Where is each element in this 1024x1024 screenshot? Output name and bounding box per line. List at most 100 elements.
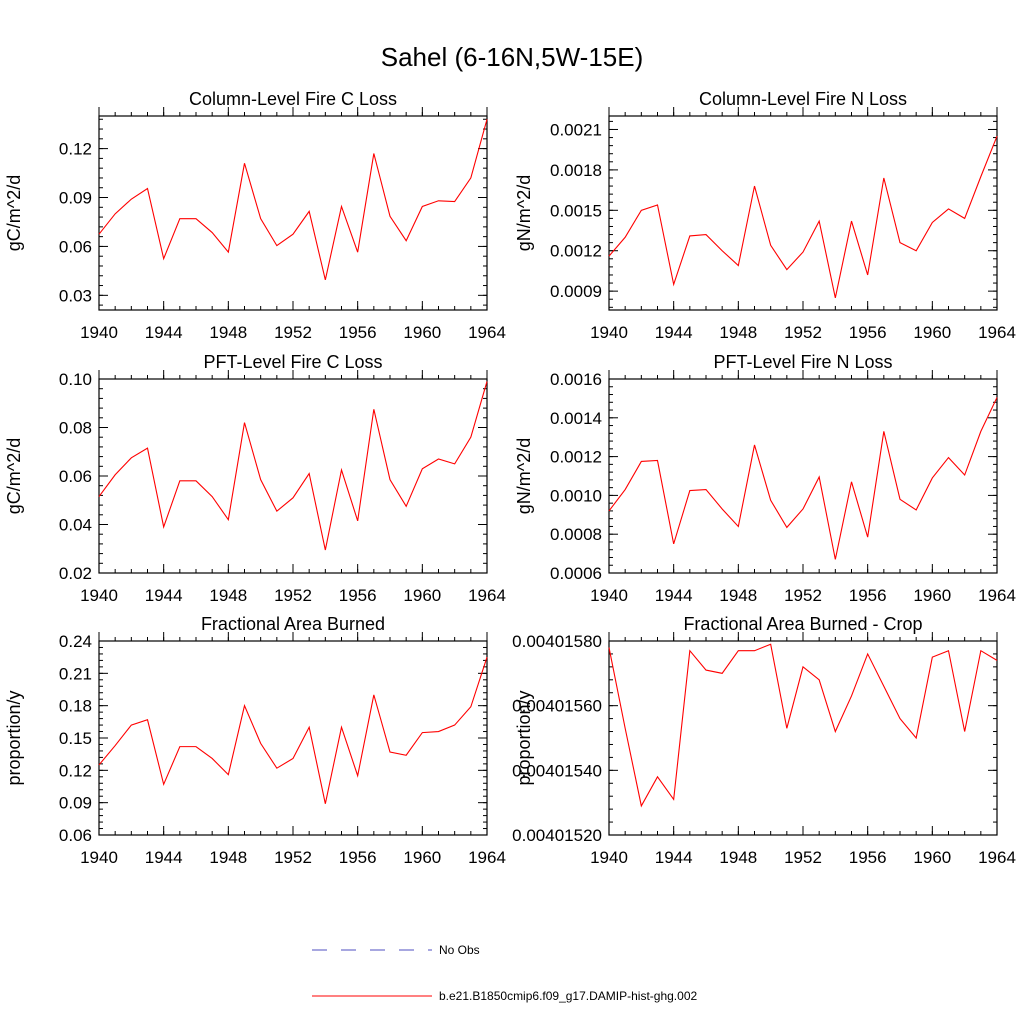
chart-panel-5: Fractional Area Burned proportion/y 1940 19… — [4, 614, 506, 867]
x-tick-label: 1960 — [913, 586, 951, 605]
plot-frame — [608, 378, 998, 574]
x-tick-label: 1948 — [209, 323, 247, 342]
series-line — [608, 397, 998, 560]
y-tick-label: 0.10 — [59, 370, 92, 389]
panel-title: PFT-Level Fire C Loss — [203, 352, 382, 372]
y-axis-label: gC/m^2/d — [4, 175, 24, 251]
x-tick-label: 1952 — [784, 586, 822, 605]
x-tick-label: 1948 — [719, 323, 757, 342]
x-tick-label: 1944 — [655, 323, 693, 342]
plot-frame — [98, 115, 488, 311]
chart-panel-6: Fractional Area Burned - Crop proportion/… — [512, 614, 1016, 867]
x-tick-label: 1940 — [590, 586, 628, 605]
y-tick-label: 0.0006 — [550, 564, 602, 583]
x-tick-label: 1952 — [784, 323, 822, 342]
x-tick-label: 1964 — [468, 586, 506, 605]
y-tick-label: 0.0018 — [550, 161, 602, 180]
x-tick-label: 1948 — [209, 586, 247, 605]
y-tick-label: 0.12 — [59, 140, 92, 159]
y-tick-label: 0.24 — [59, 632, 92, 651]
y-tick-label: 0.0008 — [550, 525, 602, 544]
y-tick-label: 0.15 — [59, 729, 92, 748]
x-tick-label: 1952 — [274, 323, 312, 342]
y-tick-label: 0.09 — [59, 189, 92, 208]
series-line — [608, 643, 998, 808]
y-tick-label: 0.0010 — [550, 486, 602, 505]
x-tick-label: 1960 — [403, 848, 441, 867]
legend: No Obs b.e21.B1850cmip6.f09_g17.DAMIP-hi… — [312, 943, 697, 1003]
plot-frame — [608, 115, 998, 311]
x-tick-label: 1952 — [274, 586, 312, 605]
x-tick-label: 1944 — [145, 848, 183, 867]
y-tick-label: 0.03 — [59, 286, 92, 305]
y-axis-label: gN/m^2/d — [514, 438, 534, 514]
y-tick-label: 0.0009 — [550, 282, 602, 301]
x-tick-label: 1960 — [403, 586, 441, 605]
y-tick-label: 0.21 — [59, 664, 92, 683]
legend-label-series: b.e21.B1850cmip6.f09_g17.DAMIP-hist-ghg.… — [439, 989, 697, 1003]
x-tick-label: 1964 — [468, 848, 506, 867]
x-tick-label: 1948 — [719, 848, 757, 867]
y-tick-label: 0.06 — [59, 826, 92, 845]
panel-title: Fractional Area Burned — [201, 614, 385, 634]
y-tick-label: 0.09 — [59, 794, 92, 813]
x-tick-label: 1960 — [403, 323, 441, 342]
x-tick-label: 1944 — [145, 323, 183, 342]
y-tick-label: 0.04 — [59, 516, 92, 535]
x-tick-label: 1964 — [978, 848, 1016, 867]
y-tick-label: 0.06 — [59, 237, 92, 256]
y-tick-label: 0.0015 — [550, 201, 602, 220]
x-tick-label: 1960 — [913, 323, 951, 342]
y-axis-label: gC/m^2/d — [4, 438, 24, 514]
y-tick-label: 0.12 — [59, 761, 92, 780]
series-line — [608, 136, 998, 298]
series-line — [98, 119, 488, 280]
chart-panel-2: Column-Level Fire N Loss gN/m^2/d 1940 1944… — [514, 89, 1016, 342]
main-title: Sahel (6-16N,5W-15E) — [381, 42, 644, 72]
y-axis-label: proportion/y — [4, 690, 24, 785]
y-tick-label: 0.0012 — [550, 242, 602, 261]
chart-panel-4: PFT-Level Fire N Loss gN/m^2/d 1940 1944 194… — [514, 352, 1016, 605]
x-tick-label: 1952 — [274, 848, 312, 867]
y-tick-label: 0.0012 — [550, 448, 602, 467]
x-tick-label: 1940 — [590, 848, 628, 867]
x-tick-label: 1940 — [80, 848, 118, 867]
x-tick-label: 1944 — [655, 848, 693, 867]
chart-panel-3: PFT-Level Fire C Loss gC/m^2/d 1940 1944 194… — [4, 352, 506, 605]
y-axis-label: proportion/y — [514, 690, 534, 785]
plot-frame — [608, 640, 998, 836]
y-axis-label: gN/m^2/d — [514, 175, 534, 251]
panel-title: Fractional Area Burned - Crop — [683, 614, 922, 634]
series-line — [98, 656, 488, 804]
series-line — [98, 381, 488, 551]
x-tick-label: 1948 — [719, 586, 757, 605]
y-tick-label: 0.0014 — [550, 409, 602, 428]
y-tick-label: 0.02 — [59, 564, 92, 583]
plot-frame — [98, 378, 488, 574]
x-tick-label: 1944 — [145, 586, 183, 605]
y-tick-label: 0.00401580 — [512, 632, 602, 651]
x-tick-label: 1944 — [655, 586, 693, 605]
x-tick-label: 1940 — [590, 323, 628, 342]
legend-label-no-obs: No Obs — [439, 943, 480, 957]
x-tick-label: 1940 — [80, 323, 118, 342]
x-tick-label: 1964 — [978, 586, 1016, 605]
plot-frame — [98, 640, 488, 836]
x-tick-label: 1956 — [339, 586, 377, 605]
x-tick-label: 1960 — [913, 848, 951, 867]
y-tick-label: 0.00401520 — [512, 826, 602, 845]
panel-title: PFT-Level Fire N Loss — [713, 352, 892, 372]
panel-title: Column-Level Fire C Loss — [189, 89, 397, 109]
x-tick-label: 1956 — [339, 848, 377, 867]
y-tick-label: 0.06 — [59, 467, 92, 486]
y-tick-label: 0.18 — [59, 697, 92, 716]
y-tick-label: 0.0021 — [550, 120, 602, 139]
panel-title: Column-Level Fire N Loss — [699, 89, 907, 109]
x-tick-label: 1956 — [849, 323, 887, 342]
x-tick-label: 1956 — [339, 323, 377, 342]
y-tick-label: 0.00401560 — [512, 697, 602, 716]
x-tick-label: 1964 — [978, 323, 1016, 342]
chart-panels: Column-Level Fire C Loss gC/m^2/d 1940 1944… — [4, 89, 1016, 867]
x-tick-label: 1964 — [468, 323, 506, 342]
x-tick-label: 1956 — [849, 586, 887, 605]
